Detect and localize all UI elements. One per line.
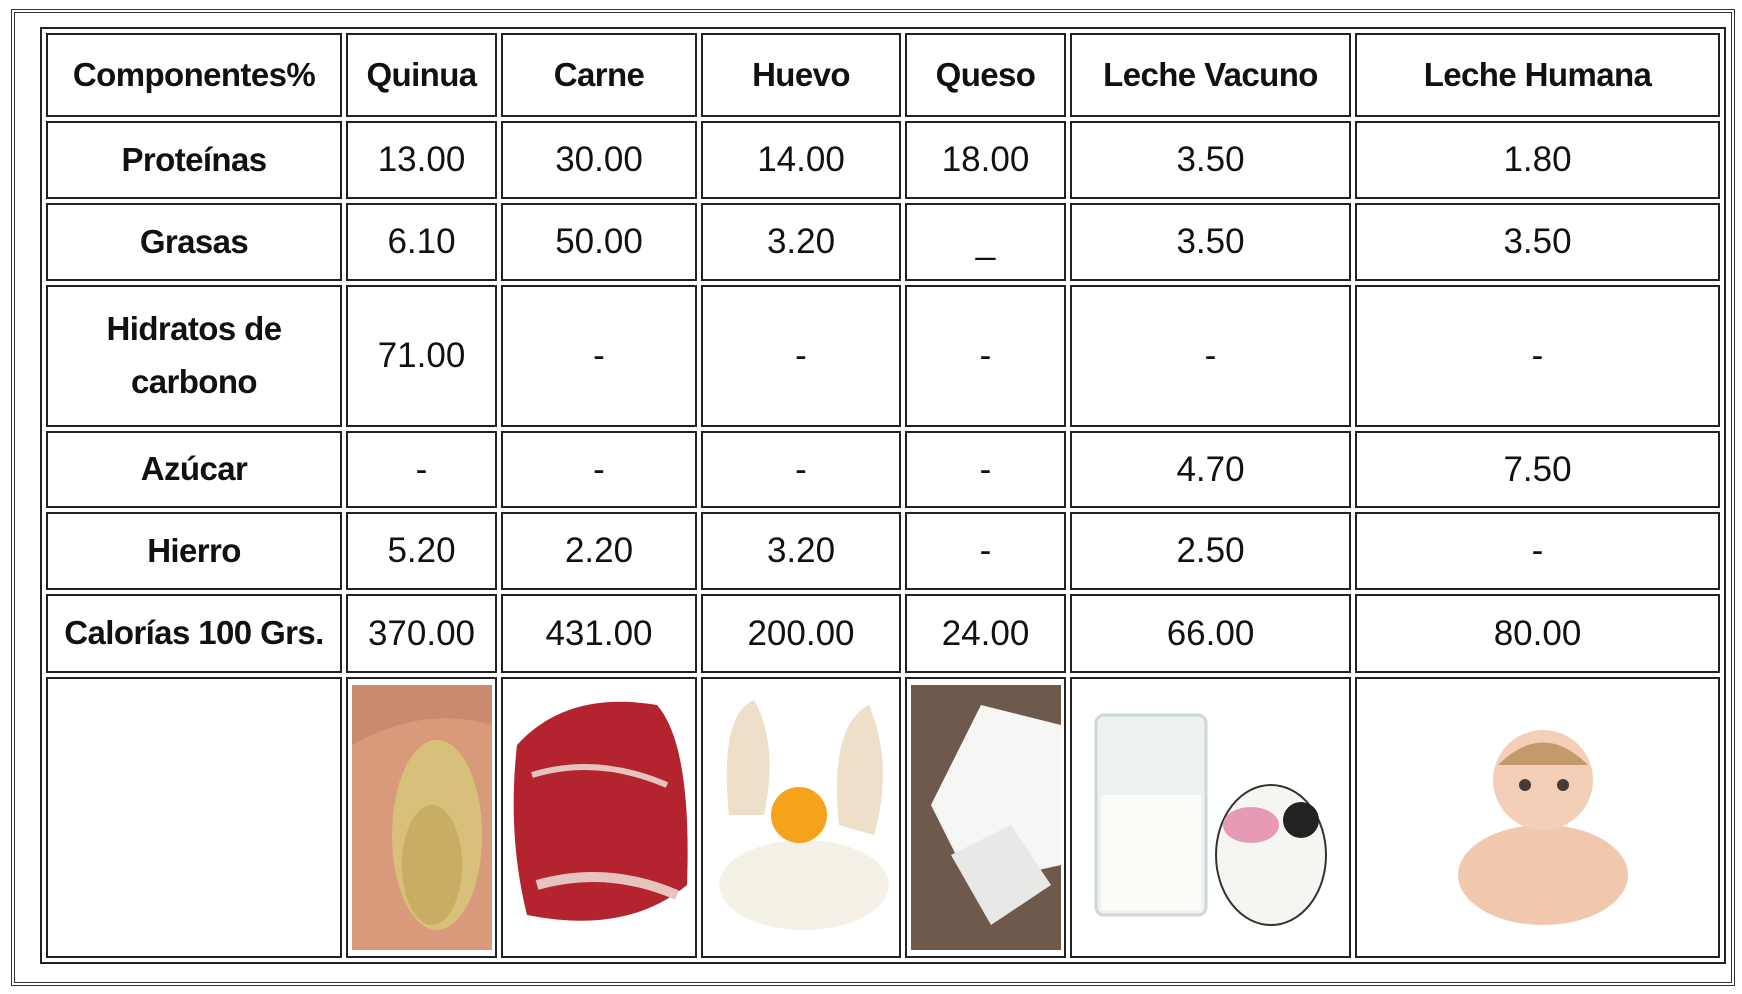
illustration — [535, 872, 679, 900]
value-cell: 5.20 — [346, 512, 497, 590]
value-cell: - — [1355, 285, 1720, 427]
data-row: Hidratos de carbono 71.00- - - - - — [46, 285, 1720, 427]
value-cell: - — [701, 285, 901, 427]
illustration — [401, 805, 462, 925]
value-cell: 24.00 — [905, 594, 1066, 673]
value-cell: 431.00 — [501, 594, 697, 673]
illustration — [726, 700, 770, 815]
food-image — [1355, 677, 1720, 958]
data-row: Calorías 100 Grs. 370.00 431.00 200.00 24.00… — [46, 594, 1720, 673]
outer-frame — [11, 9, 1735, 986]
value-cell: 30.00 — [501, 121, 697, 199]
value-cell: 13.00 — [346, 121, 497, 199]
illustration — [950, 825, 1051, 925]
value-cell: 14.00 — [701, 121, 901, 199]
value-cell: - — [501, 431, 697, 508]
data-row: Grasas 6.10 50.00 3.20 _ 3.50 3.50 — [46, 203, 1720, 281]
header-cell: Leche Humana — [1355, 33, 1720, 117]
value-cell: - — [905, 285, 1066, 427]
illustration — [910, 685, 1061, 950]
value-cell: 66.00 — [1070, 594, 1351, 673]
illustration — [1497, 742, 1588, 765]
value-cell: 2.20 — [501, 512, 697, 590]
illustration — [1518, 779, 1531, 791]
row-header: Calorías 100 Grs. — [46, 594, 342, 673]
value-cell: 200.00 — [701, 594, 901, 673]
value-cell: 4.70 — [1070, 431, 1351, 508]
row-header: Azúcar — [46, 431, 342, 508]
value-cell: - — [905, 512, 1066, 590]
value-cell: 6.10 — [346, 203, 497, 281]
illustration — [708, 685, 894, 950]
value-cell: 3.20 — [701, 203, 901, 281]
illustration — [836, 705, 883, 835]
header-cell: Componentes% — [46, 33, 342, 117]
value-cell: 3.20 — [701, 512, 901, 590]
row-header: Proteínas — [46, 121, 342, 199]
food-image — [346, 677, 497, 958]
food-image — [1070, 677, 1351, 958]
illustration — [1222, 807, 1279, 843]
illustration — [351, 685, 492, 950]
header-cell: Carne — [501, 33, 697, 117]
value-cell: 3.50 — [1070, 121, 1351, 199]
header-cell: Huevo — [701, 33, 901, 117]
illustration — [1412, 685, 1663, 950]
value-cell: _ — [905, 203, 1066, 281]
value-cell: 2.50 — [1070, 512, 1351, 590]
value-cell: - — [905, 431, 1066, 508]
value-cell: 18.00 — [905, 121, 1066, 199]
food-image — [501, 677, 697, 958]
value-cell: 80.00 — [1355, 594, 1720, 673]
value-cell: 7.50 — [1355, 431, 1720, 508]
illustration — [930, 705, 1061, 885]
illustration — [513, 701, 688, 921]
value-cell: 50.00 — [501, 203, 697, 281]
header-cell: Queso — [905, 33, 1066, 117]
row-header: Hidratos de carbono — [46, 285, 342, 427]
value-cell: 370.00 — [346, 594, 497, 673]
illustration — [1457, 825, 1628, 925]
illustration — [530, 764, 668, 788]
value-cell: 1.80 — [1355, 121, 1720, 199]
food-image — [905, 677, 1066, 958]
value-cell: 3.50 — [1355, 203, 1720, 281]
value-cell: 71.00 — [346, 285, 497, 427]
illustration — [718, 840, 889, 930]
row-header: Grasas — [46, 203, 342, 281]
illustration — [1282, 802, 1319, 838]
header-cell: Leche Vacuno — [1070, 33, 1351, 117]
food-image — [701, 677, 901, 958]
empty-cell — [46, 677, 342, 958]
illustration — [1100, 795, 1201, 910]
illustration — [1075, 685, 1346, 950]
value-cell: - — [501, 285, 697, 427]
value-cell: - — [701, 431, 901, 508]
value-cell: - — [1355, 512, 1720, 590]
header-cell: Quinua — [346, 33, 497, 117]
value-cell: - — [1070, 285, 1351, 427]
data-row: Azúcar - - - -4.70 7.50 — [46, 431, 1720, 508]
illustration — [770, 787, 827, 843]
illustration — [506, 685, 692, 950]
header-row: Componentes% Quinua Carne Huevo Queso Leche V… — [46, 33, 1720, 117]
value-cell: 3.50 — [1070, 203, 1351, 281]
row-header: Hierro — [46, 512, 342, 590]
data-row: Hierro 5.20 2.20 3.20-2.50- — [46, 512, 1720, 590]
nutrition-table: Componentes% Quinua Carne Huevo Queso Leche V… — [40, 27, 1726, 964]
value-cell: - — [346, 431, 497, 508]
illustration — [1556, 779, 1569, 791]
image-row — [46, 677, 1720, 958]
data-row: Proteínas 13.00 30.00 14.00 18.00 3.50 1.80 — [46, 121, 1720, 199]
